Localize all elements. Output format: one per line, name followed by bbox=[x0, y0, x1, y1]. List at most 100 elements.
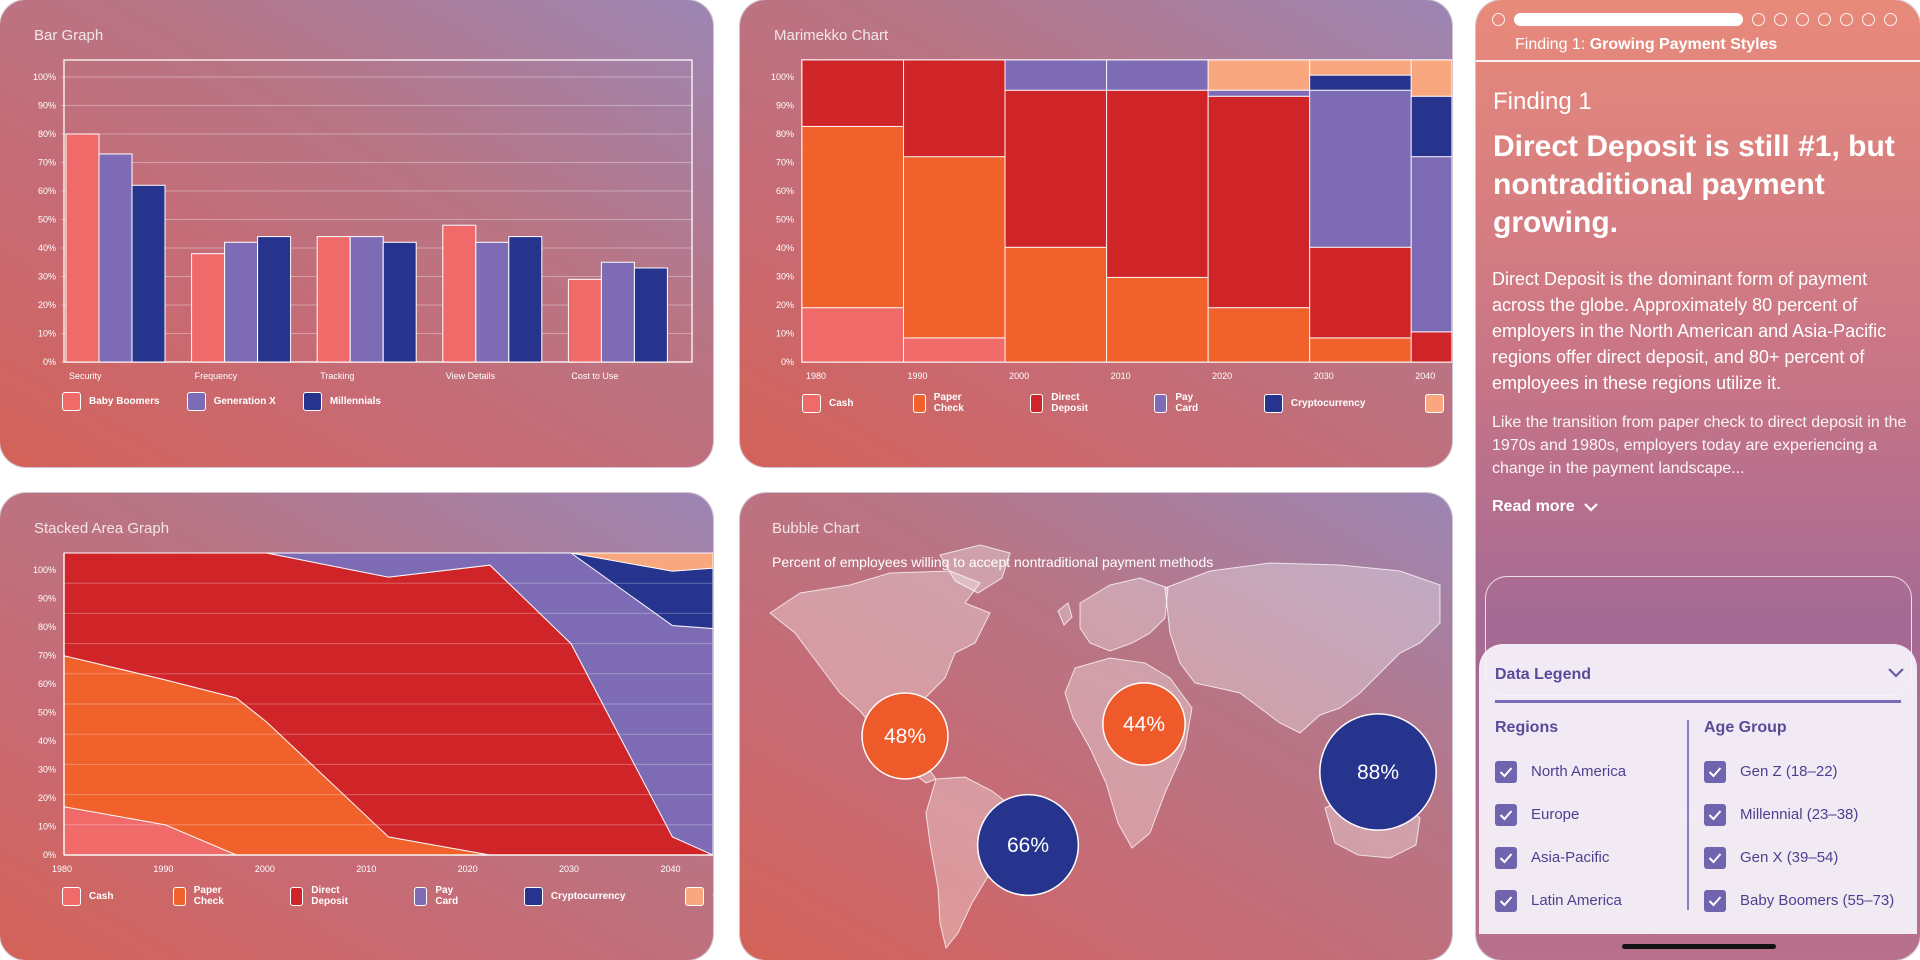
x-tick-label: 1980 bbox=[806, 371, 826, 381]
read-more-button[interactable]: Read more bbox=[1492, 498, 1599, 516]
legend-swatch bbox=[302, 392, 322, 411]
y-tick-label: 70% bbox=[38, 651, 56, 661]
legend-item-baby-boomers[interactable]: Baby Boomers bbox=[62, 392, 160, 411]
legend-swatch bbox=[1030, 393, 1044, 413]
checkbox-checked-icon[interactable] bbox=[1495, 846, 1517, 869]
regions-column: Regions North America Europe Asia-Pacific L… bbox=[1495, 719, 1626, 922]
legend-item-paper-check[interactable]: Paper Check bbox=[913, 392, 970, 414]
legend-swatch bbox=[414, 886, 428, 906]
marimekko-svg: 0% 10% 20% 30% 40% 50% 60% 70% 80% 90% 100% 1980 199… bbox=[771, 59, 1452, 381]
progress-dot[interactable] bbox=[1818, 13, 1831, 26]
header-title: Growing Payment Styles bbox=[1589, 36, 1778, 53]
legend-label: Cash bbox=[829, 397, 854, 409]
bar-graph-legend: Baby Boomers Generation X Millennials bbox=[62, 392, 381, 411]
progress-dot[interactable] bbox=[1884, 13, 1897, 26]
legend-item-paper-check[interactable]: Paper Check bbox=[173, 885, 230, 907]
checkbox-checked-icon[interactable] bbox=[1704, 803, 1726, 826]
segment-direct-deposit-2020 bbox=[1207, 95, 1311, 309]
legend-label: Cryptocurrency bbox=[550, 890, 626, 902]
y-tick-label: 100% bbox=[771, 72, 794, 82]
legend-label: Paper Check bbox=[193, 885, 224, 907]
legend-label: Generation X bbox=[213, 396, 276, 407]
y-tick-label: 90% bbox=[776, 101, 794, 111]
legend-option-europe[interactable]: Europe bbox=[1495, 793, 1626, 836]
legend-item-cryptocurrency[interactable]: Cryptocurrency bbox=[1263, 393, 1365, 413]
legend-swatch bbox=[290, 886, 304, 906]
progress-dot[interactable] bbox=[1492, 13, 1505, 26]
bubble-north-america bbox=[861, 692, 949, 780]
y-tick-label: 90% bbox=[38, 594, 56, 604]
checkbox-checked-icon[interactable] bbox=[1495, 760, 1517, 783]
x-tick-label: 2040 bbox=[660, 864, 680, 874]
legend-item-pay-card[interactable]: Pay Card bbox=[1154, 392, 1204, 414]
legend-item-other[interactable]: Other bbox=[1425, 393, 1452, 413]
legend-option-north-america[interactable]: North America bbox=[1495, 750, 1626, 793]
checkbox-checked-icon[interactable] bbox=[1495, 803, 1517, 826]
segment-direct-deposit-2010 bbox=[1106, 89, 1209, 278]
y-tick-label: 70% bbox=[776, 158, 794, 168]
x-tick-label: Security bbox=[69, 371, 102, 381]
x-tick-label: Frequency bbox=[195, 371, 238, 381]
y-tick-label: 100% bbox=[33, 72, 56, 82]
legend-item-millennials[interactable]: Millennials bbox=[302, 392, 381, 411]
bubble-europe bbox=[1102, 682, 1186, 766]
legend-swatch bbox=[62, 392, 81, 411]
legend-item-cryptocurrency[interactable]: Cryptocurrency bbox=[523, 886, 626, 906]
segment-direct-deposit-1990 bbox=[903, 59, 1006, 158]
legend-option-millennial-23-38[interactable]: Millennial (23–38) bbox=[1704, 793, 1894, 836]
bar-generation-x-frequency bbox=[224, 241, 259, 363]
y-tick-label: 100% bbox=[33, 565, 56, 575]
bar-generation-x-tracking bbox=[349, 236, 384, 363]
bubble-asia-pacific bbox=[1319, 713, 1437, 831]
legend-option-baby-boomers-55-73[interactable]: Baby Boomers (55–73) bbox=[1704, 879, 1894, 922]
marimekko-legend: Cash Paper Check Direct Deposit Pay Card Cry… bbox=[802, 392, 1452, 414]
legend-item-cash[interactable]: Cash bbox=[62, 886, 114, 906]
progress-dot[interactable] bbox=[1862, 13, 1875, 26]
progress-bar-current[interactable] bbox=[1514, 13, 1743, 26]
legend-option-latin-america[interactable]: Latin America bbox=[1495, 879, 1626, 922]
age-group-list: Gen Z (18–22) Millennial (23–38) Gen X (39… bbox=[1704, 750, 1894, 922]
legend-option-gen-x-39-54[interactable]: Gen X (39–54) bbox=[1704, 836, 1894, 879]
progress-dot[interactable] bbox=[1796, 13, 1809, 26]
chevron-down-icon[interactable] bbox=[1887, 666, 1905, 680]
legend-item-pay-card[interactable]: Pay Card bbox=[414, 885, 464, 907]
y-tick-label: 30% bbox=[776, 272, 794, 282]
progress-dot[interactable] bbox=[1840, 13, 1853, 26]
segment-other-2030 bbox=[1309, 59, 1412, 76]
legend-option-gen-z-18-22[interactable]: Gen Z (18–22) bbox=[1704, 750, 1894, 793]
y-tick-label: 20% bbox=[38, 793, 56, 803]
legend-option-asia-pacific[interactable]: Asia-Pacific bbox=[1495, 836, 1626, 879]
segment-direct-deposit-1980 bbox=[801, 59, 905, 127]
marimekko-panel: Marimekko Chart 0% 10% 20% 30% 40% 50% 60% 70% 8… bbox=[740, 0, 1452, 467]
header-prefix: Finding 1: bbox=[1515, 36, 1590, 53]
y-tick-label: 80% bbox=[38, 622, 56, 632]
legend-item-other[interactable]: Other bbox=[685, 886, 713, 906]
x-tick-label: 2020 bbox=[1212, 371, 1232, 381]
finding-body: Direct Deposit is the dominant form of p… bbox=[1492, 269, 1887, 393]
y-tick-label: 40% bbox=[38, 243, 56, 253]
checkbox-checked-icon[interactable] bbox=[1704, 760, 1726, 783]
x-tick-label: 2040 bbox=[1415, 371, 1435, 381]
legend-divider bbox=[1495, 700, 1901, 703]
y-tick-label: 10% bbox=[776, 329, 794, 339]
legend-item-direct-deposit[interactable]: Direct Deposit bbox=[1030, 392, 1094, 414]
legend-item-generation-x[interactable]: Generation X bbox=[186, 392, 276, 411]
checkbox-checked-icon[interactable] bbox=[1495, 889, 1517, 912]
progress-dot[interactable] bbox=[1774, 13, 1787, 26]
age-group-column: Age Group Gen Z (18–22) Millennial (23–38… bbox=[1704, 719, 1894, 922]
checkbox-checked-icon[interactable] bbox=[1704, 889, 1726, 912]
progress-dot[interactable] bbox=[1752, 13, 1765, 26]
segment-pay-card-2020 bbox=[1207, 89, 1311, 97]
legend-label: Cash bbox=[89, 890, 114, 902]
segment-paper-check-2030 bbox=[1309, 337, 1412, 363]
finding-body-secondary: Like the transition from paper check to … bbox=[1492, 414, 1907, 477]
bar-millennials-cost-to-use bbox=[633, 267, 668, 363]
y-tick-label: 10% bbox=[38, 822, 56, 832]
mobile-finding-panel: Finding 1: Growing Payment Styles Findin… bbox=[1476, 0, 1920, 960]
bar-generation-x-security bbox=[98, 153, 133, 363]
checkbox-checked-icon[interactable] bbox=[1704, 846, 1726, 869]
y-tick-label: 10% bbox=[38, 329, 56, 339]
legend-item-cash[interactable]: Cash bbox=[802, 393, 854, 413]
bar-millennials-security bbox=[131, 184, 166, 363]
legend-item-direct-deposit[interactable]: Direct Deposit bbox=[290, 885, 354, 907]
